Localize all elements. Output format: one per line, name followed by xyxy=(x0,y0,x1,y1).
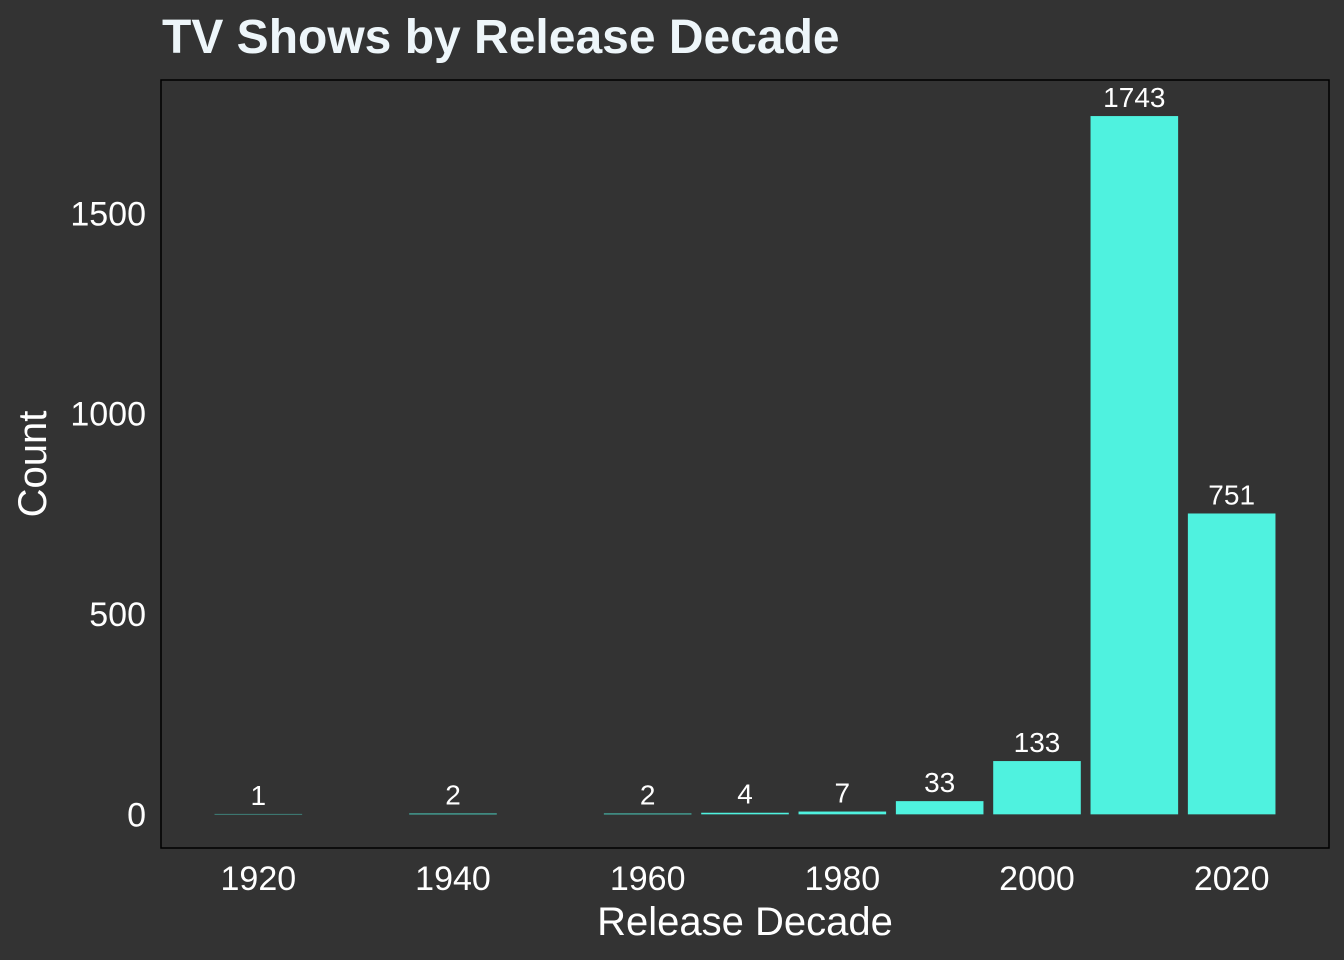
chart-title: TV Shows by Release Decade xyxy=(162,11,840,64)
bar-1990 xyxy=(895,801,984,815)
y-tick-label-1500: 1500 xyxy=(70,195,146,233)
data-labels-layer: 1 2 2 4 7 33 133 1743 751 xyxy=(251,82,1255,811)
bar-1970 xyxy=(701,812,789,815)
y-tick-label-1000: 1000 xyxy=(70,396,146,434)
bar-1980 xyxy=(798,811,887,815)
data-label-1970: 4 xyxy=(737,779,753,810)
bars-layer xyxy=(214,116,1276,815)
x-tick-label-1960: 1960 xyxy=(610,860,686,898)
x-tick-label-2020: 2020 xyxy=(1194,860,1270,898)
x-tick-label-2000: 2000 xyxy=(999,860,1075,898)
bar-2000 xyxy=(993,761,1081,815)
data-label-1940: 2 xyxy=(445,780,461,811)
data-label-2020: 751 xyxy=(1208,479,1255,510)
data-label-1980: 7 xyxy=(835,778,851,809)
y-axis-tick-labels: 0 500 1000 1500 xyxy=(70,195,146,834)
data-label-1990: 33 xyxy=(924,767,955,798)
y-axis-title: Count xyxy=(11,411,55,518)
x-tick-label-1980: 1980 xyxy=(805,860,881,898)
x-axis-title: Release Decade xyxy=(597,900,893,944)
y-tick-label-500: 500 xyxy=(89,596,146,634)
x-tick-label-1920: 1920 xyxy=(221,860,297,898)
bar-1940 xyxy=(409,813,497,815)
data-label-1920: 1 xyxy=(251,780,267,811)
bar-2020 xyxy=(1187,513,1276,815)
bar-2010 xyxy=(1090,116,1179,815)
bar-1960 xyxy=(603,813,692,815)
data-label-2010: 1743 xyxy=(1103,82,1165,113)
data-label-1960: 2 xyxy=(640,780,656,811)
y-tick-label-0: 0 xyxy=(127,796,146,834)
data-label-2000: 133 xyxy=(1014,727,1061,758)
x-tick-label-1940: 1940 xyxy=(415,860,491,898)
x-axis-tick-labels: 1920 1940 1960 1980 2000 2020 xyxy=(221,860,1270,898)
